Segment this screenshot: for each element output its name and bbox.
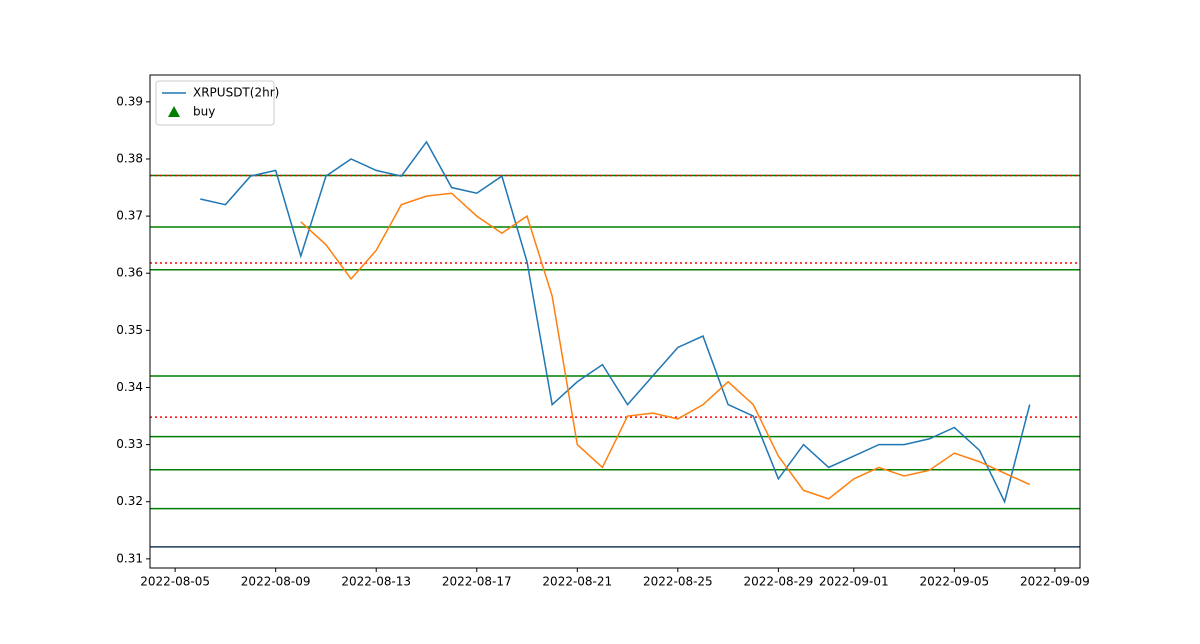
- x-tick-label: 2022-08-29: [744, 575, 814, 589]
- x-tick-label: 2022-08-13: [341, 575, 411, 589]
- x-tick-label: 2022-08-21: [542, 575, 612, 589]
- series-line: [200, 140, 1031, 504]
- x-tick-label: 2022-08-09: [241, 575, 311, 589]
- legend-label: buy: [193, 105, 215, 119]
- y-tick-label: 0.32: [116, 494, 143, 508]
- y-tick-label: 0.37: [116, 209, 143, 223]
- x-tick-label: 2022-08-25: [643, 575, 713, 589]
- y-tick-label: 0.34: [116, 380, 143, 394]
- legend-box: [155, 80, 275, 126]
- y-tick-label: 0.39: [116, 94, 143, 108]
- y-tick-label: 0.31: [116, 551, 143, 565]
- y-tick-label: 0.33: [116, 437, 143, 451]
- legend-label: XRPUSDT(2hr): [193, 86, 279, 100]
- x-tick-label: 2022-08-17: [442, 575, 512, 589]
- x-tick-label: 2022-09-09: [1020, 575, 1090, 589]
- legend-swatch: [168, 106, 180, 117]
- y-tick-label: 0.35: [116, 323, 143, 337]
- x-tick-label: 2022-09-05: [919, 575, 989, 589]
- plot-frame: [149, 74, 1081, 569]
- y-tick-label: 0.36: [116, 266, 143, 280]
- x-tick-label: 2022-09-01: [819, 575, 889, 589]
- y-tick-label: 0.38: [116, 151, 143, 165]
- legend: XRPUSDT(2hr) buy: [155, 80, 279, 126]
- series-line: [300, 192, 1031, 500]
- x-tick-label: 2022-08-05: [140, 575, 210, 589]
